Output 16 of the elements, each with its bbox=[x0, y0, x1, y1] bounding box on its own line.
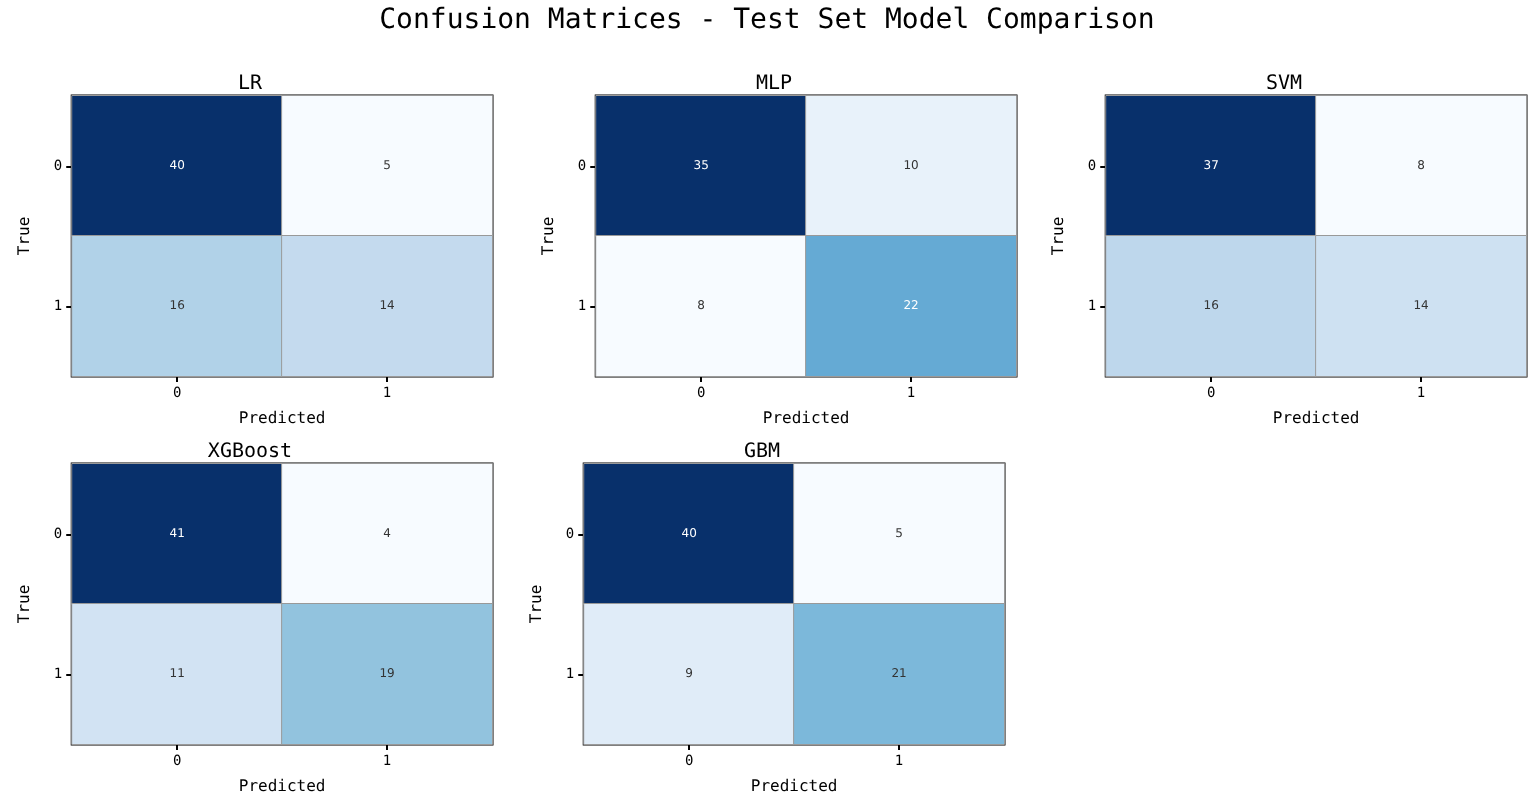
y-axis-title: True bbox=[527, 584, 545, 624]
x-axis-title: Predicted bbox=[750, 776, 838, 795]
y-axis-title: True bbox=[15, 216, 33, 256]
chart-title: MLP bbox=[755, 73, 793, 95]
y-axis-title: True bbox=[15, 584, 33, 624]
chart-title: GBM bbox=[743, 441, 781, 463]
chart-title: XGBoost bbox=[207, 441, 293, 463]
y-axis-title: True bbox=[1049, 216, 1067, 256]
text: Confusion Matrices - Test Set Model Comparison bbox=[377, 2, 1157, 40]
chart-title: SVM bbox=[1265, 73, 1303, 95]
chart-title: LR bbox=[237, 73, 264, 95]
x-axis-title: Predicted bbox=[1272, 408, 1360, 427]
x-axis-title: Predicted bbox=[238, 408, 326, 427]
x-axis-title: Predicted bbox=[762, 408, 850, 427]
y-axis-title: True bbox=[539, 216, 557, 256]
x-axis-title: Predicted bbox=[238, 776, 326, 795]
